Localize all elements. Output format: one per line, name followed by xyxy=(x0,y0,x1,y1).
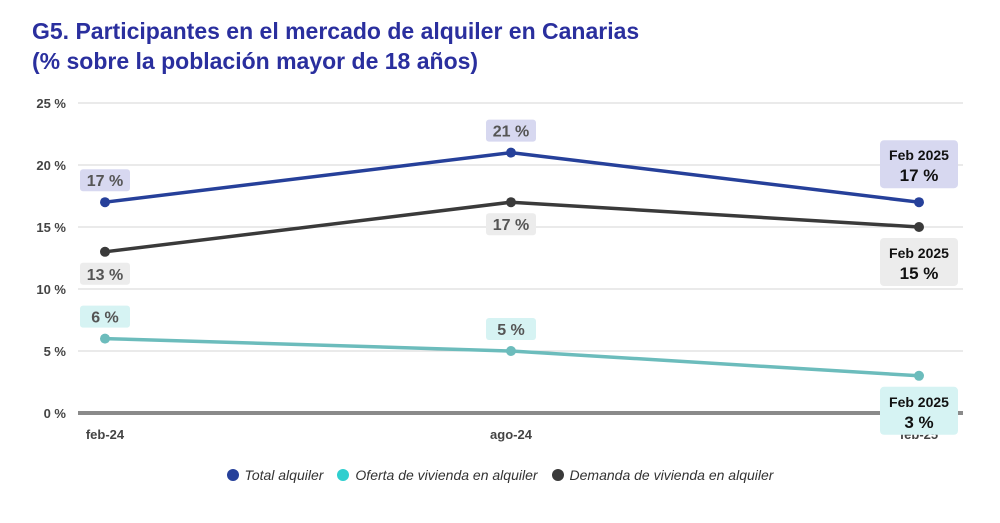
data-label-demanda-ago-24: 17 % xyxy=(493,217,529,234)
data-label-total-ago-24: 21 % xyxy=(493,124,529,141)
series-line-oferta xyxy=(104,336,920,378)
data-point-demanda-feb-25 xyxy=(914,222,924,232)
data-point-oferta-feb-25 xyxy=(914,370,924,381)
y-tick-label-10: 10 % xyxy=(36,282,66,297)
data-label-bg-demanda-ago-24 xyxy=(486,213,536,236)
legend-label-total: Total alquiler xyxy=(244,467,324,483)
y-tick-label-0: 0 % xyxy=(44,406,67,421)
data-point-oferta-feb-24 xyxy=(100,333,110,344)
data-label-oferta-feb-24: 6 % xyxy=(91,310,119,327)
end-label-bg-oferta xyxy=(880,386,958,435)
y-tick-label-20: 20 % xyxy=(36,158,66,173)
end-label-value-total: 17 % xyxy=(900,166,939,185)
chart-title-line2: (% sobre la población mayor de 18 años) xyxy=(32,48,479,74)
chart-title: G5. Participantes en el mercado de alqui… xyxy=(32,16,639,76)
data-point-oferta-ago-24 xyxy=(506,346,516,356)
data-label-bg-oferta-ago-24 xyxy=(486,318,536,340)
end-label-bg-demanda xyxy=(880,238,958,286)
legend-label-oferta: Oferta de vivienda en alquiler xyxy=(355,467,538,483)
y-tick-label-5: 5 % xyxy=(44,344,67,359)
chart-legend: Total alquiler Oferta de vivienda en alq… xyxy=(0,467,1000,483)
data-label-bg-total-feb-24 xyxy=(80,169,130,192)
data-label-demanda-feb-24: 13 % xyxy=(87,267,123,284)
legend-item-demanda: Demanda de vivienda en alquiler xyxy=(551,467,774,483)
y-tick-label-25: 25 % xyxy=(36,96,66,111)
data-label-bg-total-ago-24 xyxy=(486,119,536,142)
legend-item-total: Total alquiler xyxy=(226,467,324,483)
end-label-value-demanda: 15 % xyxy=(900,264,939,283)
end-label-title-demanda: Feb 2025 xyxy=(889,245,949,261)
data-point-total-feb-24 xyxy=(100,197,110,208)
legend-marker-oferta xyxy=(337,469,350,481)
end-label-title-total: Feb 2025 xyxy=(889,147,949,163)
data-label-total-feb-24: 17 % xyxy=(87,173,123,190)
data-label-bg-demanda-feb-24 xyxy=(80,262,130,285)
end-label-title-oferta: Feb 2025 xyxy=(889,394,949,410)
data-point-demanda-feb-24 xyxy=(100,246,110,257)
legend-marker-demanda xyxy=(551,469,564,481)
chart-title-line1: G5. Participantes en el mercado de alqui… xyxy=(32,18,640,44)
end-label-bg-total xyxy=(880,140,958,189)
x-tick-label-feb-24: feb-24 xyxy=(86,427,125,442)
data-point-total-feb-25 xyxy=(914,197,924,208)
legend-label-demanda: Demanda de vivienda en alquiler xyxy=(569,467,774,483)
data-label-bg-oferta-feb-24 xyxy=(80,305,130,328)
line-chart: 0 %5 %10 %15 %20 %25 %feb-24ago-24feb-25… xyxy=(36,96,963,442)
data-point-demanda-ago-24 xyxy=(506,197,516,208)
end-label-value-oferta: 3 % xyxy=(904,413,933,432)
data-point-total-ago-24 xyxy=(506,147,516,158)
y-tick-label-15: 15 % xyxy=(36,220,66,235)
legend-item-oferta: Oferta de vivienda en alquiler xyxy=(337,467,538,483)
legend-marker-total xyxy=(226,469,239,481)
x-tick-label-ago-24: ago-24 xyxy=(490,427,533,442)
series-line-total xyxy=(104,150,920,204)
data-label-oferta-ago-24: 5 % xyxy=(497,322,525,339)
